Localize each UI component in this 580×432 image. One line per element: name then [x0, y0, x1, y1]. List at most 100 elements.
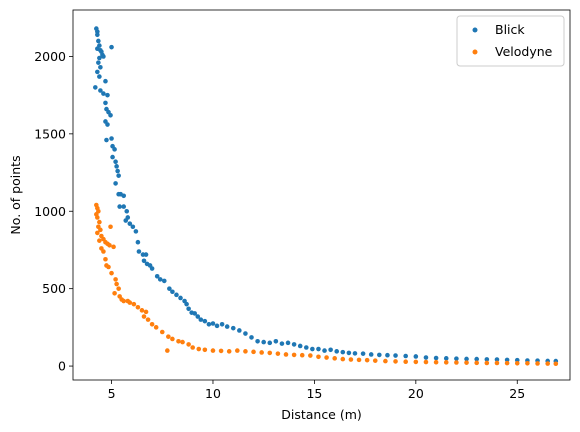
point-blick: [95, 69, 100, 75]
plot-background: [73, 10, 570, 380]
point-velodyne: [383, 358, 388, 364]
point-velodyne: [107, 243, 112, 248]
point-blick: [334, 349, 340, 354]
point-velodyne: [525, 360, 530, 366]
point-velodyne: [176, 339, 181, 344]
point-blick: [273, 339, 279, 344]
y-tick-label: 2000: [34, 49, 66, 64]
point-velodyne: [145, 317, 151, 322]
point-blick: [504, 357, 510, 363]
point-blick: [114, 164, 119, 169]
point-blick: [109, 44, 114, 50]
y-tick-label: 1500: [34, 126, 66, 141]
point-blick: [149, 266, 155, 271]
point-velodyne: [514, 360, 520, 366]
point-blick: [98, 64, 103, 70]
legend-label-velodyne: Velodyne: [495, 44, 553, 59]
point-blick: [109, 136, 114, 141]
point-blick: [195, 314, 201, 319]
point-velodyne: [121, 298, 127, 304]
point-velodyne: [545, 361, 550, 366]
point-velodyne: [97, 238, 102, 243]
point-velodyne: [159, 329, 165, 335]
point-blick: [96, 60, 101, 65]
point-blick: [96, 38, 101, 44]
legend-marker-velodyne: [472, 49, 478, 55]
point-velodyne: [165, 348, 170, 353]
point-velodyne: [474, 360, 479, 366]
point-velodyne: [196, 346, 202, 352]
y-tick-label: 500: [42, 281, 66, 296]
plot-frame: [72, 9, 571, 381]
point-blick: [423, 355, 429, 360]
point-blick: [154, 273, 160, 279]
point-velodyne: [267, 350, 273, 356]
point-blick: [98, 88, 103, 93]
legend-marker-blick: [472, 27, 478, 33]
point-velodyne: [210, 348, 216, 353]
point-blick: [95, 32, 100, 38]
point-velodyne: [484, 360, 490, 366]
point-blick: [224, 324, 230, 329]
x-tick-label: 15: [306, 386, 322, 401]
point-blick: [454, 356, 459, 361]
point-velodyne: [251, 349, 256, 355]
point-velodyne: [143, 309, 149, 315]
point-velodyne: [464, 360, 469, 365]
point-blick: [121, 204, 127, 209]
point-blick: [192, 311, 198, 316]
y-tick-label: 1000: [34, 204, 66, 219]
point-blick: [127, 221, 133, 226]
point-velodyne: [504, 360, 510, 366]
point-blick: [346, 350, 352, 356]
point-blick: [178, 295, 183, 301]
point-velodyne: [180, 339, 185, 345]
point-velodyne: [202, 347, 208, 353]
point-velodyne: [95, 230, 100, 236]
point-velodyne: [218, 348, 224, 354]
legend: Blick Velodyne: [456, 15, 565, 67]
point-blick: [103, 100, 108, 106]
y-ticks: 0 500 1000 1500 2000: [34, 49, 73, 374]
point-blick: [433, 355, 439, 361]
point-blick: [210, 321, 216, 326]
point-blick: [206, 321, 212, 327]
point-blick: [104, 137, 109, 143]
point-blick: [393, 353, 398, 358]
point-velodyne: [95, 215, 100, 220]
point-blick: [255, 339, 260, 344]
point-blick: [360, 351, 366, 356]
point-velodyne: [535, 361, 540, 366]
point-blick: [186, 306, 191, 312]
point-blick: [385, 352, 390, 358]
point-velodyne: [403, 359, 408, 365]
x-axis-label: Distance (m): [281, 407, 362, 422]
point-velodyne: [101, 249, 106, 254]
point-velodyne: [332, 356, 337, 361]
point-blick: [368, 352, 374, 357]
point-blick: [230, 325, 236, 331]
point-velodyne: [166, 334, 171, 339]
point-velodyne: [112, 291, 117, 296]
point-blick: [352, 351, 358, 356]
point-velodyne: [113, 277, 118, 282]
point-blick: [101, 54, 106, 59]
points-layer: [93, 26, 559, 367]
point-blick: [184, 301, 189, 307]
point-blick: [170, 289, 175, 295]
point-blick: [340, 349, 346, 355]
point-velodyne: [111, 244, 116, 250]
point-blick: [219, 321, 225, 327]
point-velodyne: [423, 359, 429, 365]
point-velodyne: [299, 352, 305, 358]
point-velodyne: [348, 357, 354, 362]
point-velodyne: [153, 325, 159, 330]
point-velodyne: [308, 353, 313, 358]
point-velodyne: [127, 300, 133, 305]
point-velodyne: [553, 361, 559, 367]
point-blick: [237, 328, 242, 333]
point-blick: [143, 252, 149, 257]
point-blick: [464, 356, 469, 362]
point-blick: [328, 347, 333, 353]
point-velodyne: [131, 301, 137, 307]
